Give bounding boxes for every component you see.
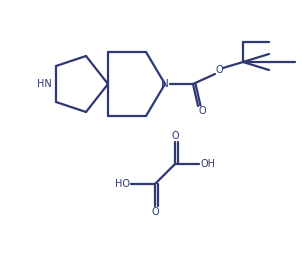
Text: N: N bbox=[161, 79, 169, 89]
Text: HO: HO bbox=[114, 179, 130, 189]
Text: HN: HN bbox=[37, 79, 51, 89]
Text: OH: OH bbox=[201, 159, 216, 169]
Text: O: O bbox=[198, 106, 206, 116]
Text: O: O bbox=[151, 207, 159, 217]
Text: O: O bbox=[215, 65, 223, 75]
Text: O: O bbox=[171, 131, 179, 141]
